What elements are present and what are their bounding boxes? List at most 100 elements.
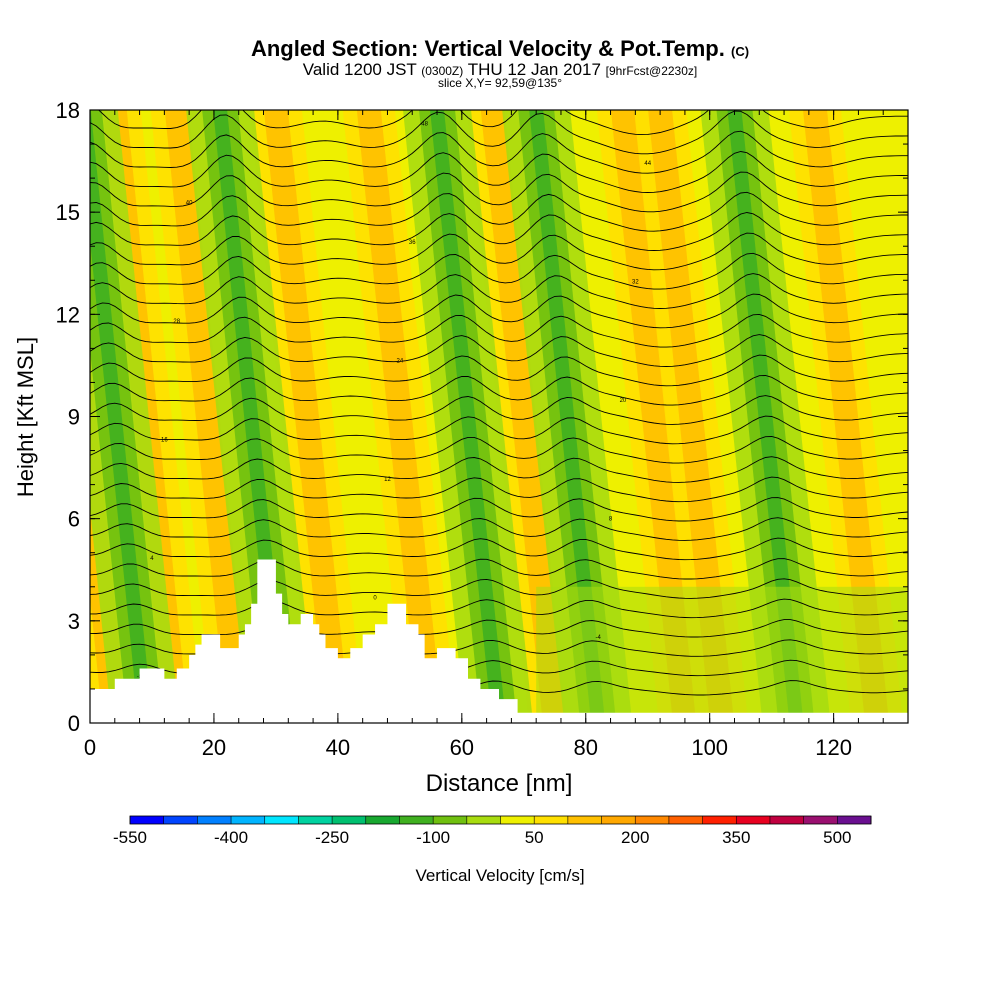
theta-contour <box>90 436 908 464</box>
chart-title: Angled Section: Vertical Velocity & Pot.… <box>0 36 1000 62</box>
downdraft-band-mid <box>90 110 164 723</box>
theta-contour <box>90 476 908 503</box>
y-tick-label: 0 <box>68 711 80 736</box>
updraft-core <box>164 110 251 723</box>
theta-contour <box>90 354 908 387</box>
theta-contour-label: 0 <box>373 596 377 602</box>
chart-subtitle: Valid 1200 JST (0300Z) THU 12 Jan 2017 [… <box>0 60 1000 80</box>
theta-contour-label: -4 <box>595 635 601 641</box>
colorbar-swatch <box>197 816 232 824</box>
terrain-fill <box>90 559 908 723</box>
colorbar-label: Vertical Velocity [cm/s] <box>415 866 584 885</box>
theta-contour <box>90 375 908 406</box>
theta-contour <box>90 415 908 445</box>
colorbar-tick-label: 200 <box>621 828 649 847</box>
valid-prefix: Valid 1200 JST <box>302 60 417 79</box>
forecast-info: [9hrFcst@2230z] <box>605 64 698 78</box>
x-tick-label: 20 <box>202 735 226 760</box>
theta-contour-label: 12 <box>384 477 391 483</box>
theta-contour <box>90 598 908 619</box>
colorbar-swatch <box>567 816 603 824</box>
theta-contour <box>90 191 908 232</box>
colorbar-swatch <box>500 816 535 824</box>
colorbar-tick-label: 350 <box>722 828 750 847</box>
y-tick-label: 6 <box>68 507 80 532</box>
colorbar-swatch <box>298 816 333 824</box>
theta-contour <box>90 212 908 251</box>
theta-contour-label: 4 <box>150 556 154 562</box>
theta-contour <box>90 456 908 483</box>
theta-contour <box>90 130 908 174</box>
theta-contour-label: 20 <box>620 398 627 404</box>
theta-contour <box>90 395 908 425</box>
theta-contour <box>90 578 908 599</box>
theta-contour <box>90 497 908 522</box>
theta-contour <box>90 558 908 580</box>
colorbar-swatch <box>466 816 501 824</box>
x-tick-label: 120 <box>815 735 852 760</box>
x-tick-label: 100 <box>691 735 728 760</box>
colorbar-swatch <box>365 816 400 824</box>
x-tick-label: 40 <box>326 735 350 760</box>
colorbar-swatch <box>736 816 771 824</box>
colorbar-swatch <box>130 816 165 824</box>
valid-date: THU 12 Jan 2017 <box>467 60 601 79</box>
x-axis: 0 20 40 60 80 100 120 <box>84 110 909 760</box>
y-tick-label: 3 <box>68 609 80 634</box>
colorbar-swatch <box>635 816 670 824</box>
colorbar-swatch <box>231 816 266 824</box>
theta-contour-label: 40 <box>186 201 193 207</box>
updraft-core <box>648 110 735 723</box>
colorbar-swatch <box>399 816 434 824</box>
chart-title-units: (C) <box>731 44 750 59</box>
y-tick-label: 15 <box>56 200 80 225</box>
theta-contour-label: 44 <box>644 161 651 167</box>
theta-contour-label: 16 <box>161 438 168 444</box>
theta-contour-label: 28 <box>173 319 180 325</box>
colorbar-swatch <box>534 816 569 824</box>
theta-contour-label: 48 <box>421 122 428 128</box>
theta-contour <box>90 313 908 348</box>
chart-title-text: Angled Section: Vertical Velocity & Pot.… <box>250 36 725 61</box>
theta-contour <box>90 334 908 367</box>
colorbar-swatch <box>837 816 872 824</box>
theta-contour <box>90 293 908 329</box>
theta-contour <box>90 273 908 309</box>
y-tick-label: 9 <box>68 405 80 430</box>
colorbar-swatch <box>264 816 299 824</box>
colorbar-swatch <box>769 816 805 824</box>
colorbar <box>129 815 872 825</box>
colorbar-tick-label: -250 <box>315 828 349 847</box>
colorbar-swatch <box>163 816 198 824</box>
colorbar-tick-label: 50 <box>525 828 544 847</box>
valid-utc: (0300Z) <box>421 64 464 78</box>
colorbar-swatch <box>433 816 468 824</box>
theta-contour <box>90 619 908 638</box>
theta-contour <box>97 110 908 136</box>
updraft-core <box>356 110 443 723</box>
theta-contour <box>90 151 908 193</box>
colorbar-swatch <box>803 816 838 824</box>
updraft-core <box>610 110 697 723</box>
theta-contour <box>90 171 908 213</box>
x-tick-label: 80 <box>574 735 598 760</box>
theta-contour-label: 36 <box>409 240 416 246</box>
x-axis-label: Distance [nm] <box>426 770 573 797</box>
colorbar-swatch <box>601 816 636 824</box>
colorbar-tick-label: -400 <box>214 828 248 847</box>
x-tick-label: 60 <box>450 735 474 760</box>
colorbar-ticks: -550 -400 -250 -100 50 200 350 500 <box>113 828 852 847</box>
updraft-core <box>803 110 890 723</box>
theta-contour-label: 8 <box>609 517 613 523</box>
theta-contour <box>90 232 908 271</box>
colorbar-tick-label: -100 <box>416 828 450 847</box>
y-tick-label: 18 <box>56 98 80 123</box>
theta-contour <box>90 517 908 541</box>
theta-contour <box>90 537 908 561</box>
updraft-core <box>263 110 350 723</box>
colorbar-tick-label: -550 <box>113 828 147 847</box>
colorbar-swatch <box>332 816 367 824</box>
